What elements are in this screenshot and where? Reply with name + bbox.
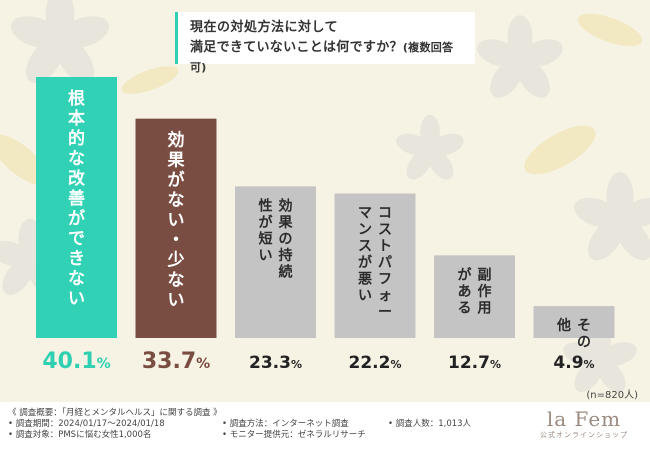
footer-survey-method: • 調査方法：インターネット調査 bbox=[222, 419, 349, 429]
chart-title-line1: 現在の対処方法に対して bbox=[190, 20, 339, 35]
value-label-5: 12.7% bbox=[448, 353, 501, 373]
value-label-4: 22.2% bbox=[349, 353, 402, 373]
footer-survey-target: • 調査対象：PMSに悩む女性1,000名 bbox=[8, 430, 152, 440]
footer-col-3: • 調査人数：1,013人 bbox=[388, 419, 471, 430]
category-label-3: 効果の持続性が短い bbox=[259, 197, 294, 280]
value-label-1: 40.1% bbox=[42, 349, 110, 374]
value-label-3: 23.3% bbox=[249, 353, 302, 373]
category-label-1: 根本的な改善ができない bbox=[68, 88, 86, 309]
bar-5 bbox=[434, 255, 515, 338]
brand-logo: la Fem 公式オンラインショップ bbox=[540, 408, 628, 440]
bar-3 bbox=[235, 186, 316, 338]
value-label-6: 4.9% bbox=[553, 353, 594, 373]
bar-chart: 根本的な改善ができない 40.1% 効果がない・少ない 33.7% 効果の持続性が短い 2… bbox=[36, 77, 615, 374]
brand-logo-text: la Fem bbox=[546, 407, 622, 431]
value-label-2: 33.7% bbox=[142, 349, 210, 374]
footer-survey-title: 《 調査概要：「月経とメンタルヘルス」に関する調査 》 bbox=[8, 408, 222, 418]
bar-6 bbox=[533, 306, 615, 338]
bar-4 bbox=[334, 193, 416, 338]
category-label-6: その他 bbox=[556, 317, 591, 351]
chart-title-note: (複数回答可) bbox=[190, 41, 454, 74]
category-label-4: コストパフォーマンスが悪い bbox=[358, 206, 392, 321]
sample-size-note: (n=820人) bbox=[586, 390, 638, 401]
footer-monitor-provider: • モニター提供元：ゼネラルリサーチ bbox=[222, 430, 366, 440]
footer-col-1: 《 調査概要：「月経とメンタルヘルス」に関する調査 》 • 調査期間：2024/… bbox=[8, 408, 222, 441]
survey-footer: 《 調査概要：「月経とメンタルヘルス」に関する調査 》 • 調査期間：2024/… bbox=[0, 402, 650, 450]
chart-title-line2: 満足できていないことは何ですか？(複数回答可) bbox=[190, 38, 467, 78]
bar-1 bbox=[36, 77, 117, 338]
footer-col-2: • 調査方法：インターネット調査 • モニター提供元：ゼネラルリサーチ bbox=[222, 419, 366, 441]
brand-logo-subtitle: 公式オンラインショップ bbox=[540, 431, 628, 439]
chart-title-box: 現在の対処方法に対して 満足できていないことは何ですか？(複数回答可) bbox=[175, 12, 475, 74]
footer-survey-period: • 調査期間：2024/01/17～2024/01/18 bbox=[8, 419, 165, 429]
footer-survey-count: • 調査人数：1,013人 bbox=[388, 419, 472, 429]
chart-title-question: 満足できていないことは何ですか？ bbox=[190, 40, 403, 55]
category-label-5: 副作用がある bbox=[458, 266, 492, 316]
category-label-2: 効果がない・少ない bbox=[167, 130, 185, 311]
bar-2 bbox=[135, 118, 217, 339]
